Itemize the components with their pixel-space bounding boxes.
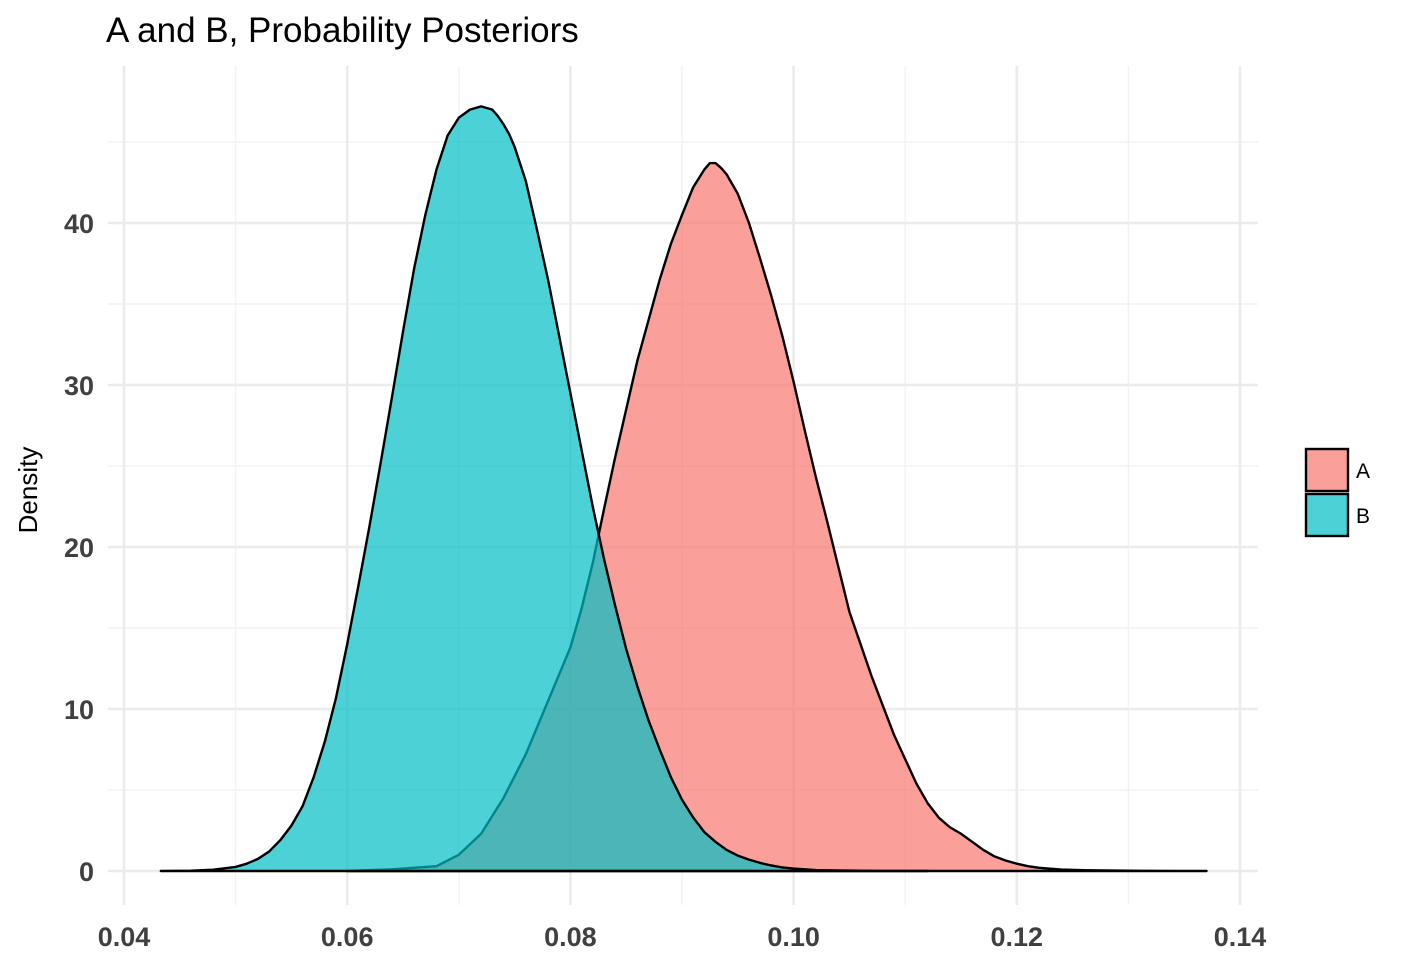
x-tick-label: 0.14 (1214, 922, 1267, 952)
density-area-b (159, 105, 929, 873)
y-tick-label: 40 (64, 209, 94, 239)
legend-key-b (1304, 492, 1350, 538)
legend-label-a: A (1356, 460, 1370, 483)
x-tick-label: 0.12 (991, 922, 1044, 952)
x-tick-label: 0.06 (321, 922, 374, 952)
x-tick-label: 0.08 (544, 922, 597, 952)
legend: AB (1304, 447, 1370, 538)
legend-label-b: B (1356, 505, 1370, 528)
y-tick-label: 20 (64, 533, 94, 563)
y-tick-label: 0 (79, 857, 94, 887)
y-tick-label: 10 (64, 695, 94, 725)
legend-key-a (1304, 447, 1350, 493)
y-tick-label: 30 (64, 371, 94, 401)
y-axis-ticks: 0 10 20 30 40 (64, 209, 94, 887)
chart-title: A and B, Probability Posteriors (106, 11, 579, 50)
x-axis-ticks: 0.04 0.06 0.08 0.10 0.12 0.14 (98, 922, 1267, 952)
y-axis-label: Density (13, 447, 43, 534)
x-tick-label: 0.04 (98, 922, 151, 952)
density-areas (159, 105, 1208, 873)
x-tick-label: 0.10 (767, 922, 820, 952)
